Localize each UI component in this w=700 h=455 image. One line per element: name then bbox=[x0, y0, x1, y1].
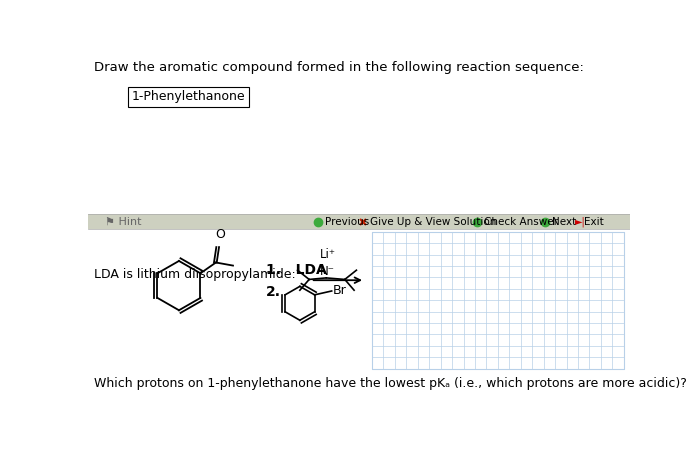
Text: Next: Next bbox=[552, 217, 576, 227]
Text: 1-Phenylethanone: 1-Phenylethanone bbox=[132, 91, 245, 103]
Text: Give Up & View Solution: Give Up & View Solution bbox=[370, 217, 496, 227]
Text: Br: Br bbox=[332, 284, 346, 297]
Text: ►|: ►| bbox=[575, 217, 586, 227]
Text: Li⁺: Li⁺ bbox=[320, 248, 336, 261]
Bar bbox=[88, 214, 630, 229]
Text: N⁻: N⁻ bbox=[321, 265, 335, 278]
Text: Exit: Exit bbox=[584, 217, 604, 227]
Text: Check Answer: Check Answer bbox=[484, 217, 559, 227]
Text: 1.   LDA: 1. LDA bbox=[266, 263, 326, 277]
Text: O: O bbox=[215, 228, 225, 241]
Text: Which protons on 1-phenylethanone have the lowest pKₐ (i.e., which protons are m: Which protons on 1-phenylethanone have t… bbox=[94, 377, 687, 390]
Text: 2.: 2. bbox=[266, 285, 281, 299]
Bar bbox=[372, 232, 624, 369]
Text: Previous: Previous bbox=[325, 217, 369, 227]
Text: ⚑ Hint: ⚑ Hint bbox=[104, 217, 141, 227]
Text: Draw the aromatic compound formed in the following reaction sequence:: Draw the aromatic compound formed in the… bbox=[94, 61, 584, 74]
Text: LDA is lithium diisopropylamide:: LDA is lithium diisopropylamide: bbox=[94, 268, 295, 281]
